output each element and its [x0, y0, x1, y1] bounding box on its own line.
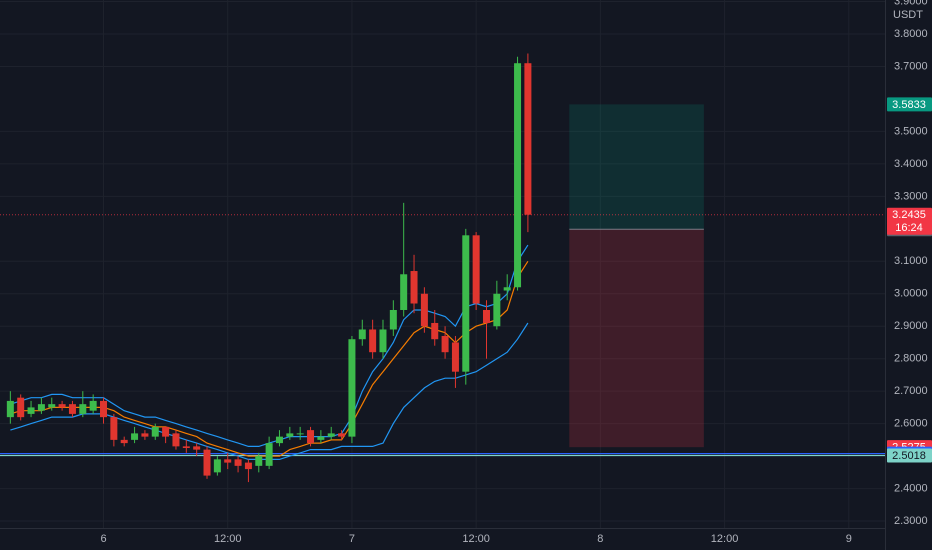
candle-body — [6, 400, 14, 418]
candle-body — [58, 404, 66, 408]
candle-body — [234, 459, 242, 466]
candle-body — [275, 436, 283, 444]
candle-body — [410, 271, 418, 304]
candle-body — [358, 329, 366, 340]
y-tick-label: 3.0000 — [894, 288, 928, 300]
candle-body — [17, 397, 25, 418]
countdown-label: 16:24 — [895, 222, 923, 234]
candle-body — [100, 400, 108, 418]
candle-body — [265, 443, 273, 466]
y-tick-label: 2.4000 — [894, 482, 928, 494]
y-tick-label: 2.6000 — [894, 418, 928, 430]
candle-body — [389, 309, 397, 330]
candle-body — [286, 433, 294, 437]
position-profit-zone — [569, 104, 704, 230]
candle-body — [431, 322, 439, 340]
candle-body — [317, 436, 325, 440]
y-tick-label: 3.9000 — [894, 0, 928, 7]
candle-body — [110, 417, 118, 440]
candle-body — [224, 459, 232, 463]
candle-body — [524, 63, 532, 215]
candle-body — [400, 274, 408, 310]
x-tick-label: 6 — [100, 533, 106, 545]
y-tick-label: 3.7000 — [894, 60, 928, 72]
candle-body — [193, 446, 201, 450]
last-price-badge — [887, 207, 932, 235]
candle-body — [379, 329, 387, 353]
y-tick-label: 2.3000 — [894, 515, 928, 527]
currency-label: USDT — [893, 9, 923, 21]
candle-body — [514, 63, 522, 288]
candle-body — [503, 287, 511, 291]
candle-body — [296, 433, 304, 435]
candle-body — [348, 339, 356, 437]
candle-body — [151, 426, 159, 437]
candle-body — [120, 439, 128, 444]
candle-body — [162, 426, 170, 437]
last-price-label: 3.2435 — [892, 209, 926, 221]
price-badge — [887, 448, 932, 463]
candle-body — [420, 293, 428, 327]
candle-body — [48, 404, 56, 408]
position-loss-zone — [569, 229, 704, 448]
price-badge-label: 3.5833 — [892, 99, 926, 111]
candle-body — [255, 456, 263, 466]
candle-body — [472, 235, 480, 304]
candle-body — [27, 407, 35, 414]
candle-body — [369, 329, 377, 353]
candle-body — [203, 449, 211, 476]
candle-body — [141, 433, 149, 437]
candle-body — [68, 404, 76, 414]
candle-body — [79, 404, 87, 414]
candle-body — [493, 293, 501, 327]
candle-body — [441, 335, 449, 353]
x-tick-label: 12:00 — [214, 533, 242, 545]
x-tick-label: 7 — [349, 533, 355, 545]
candle-body — [131, 433, 139, 440]
candle-body — [182, 446, 190, 448]
x-tick-label: 12:00 — [711, 533, 739, 545]
price-badge-label: 2.5018 — [892, 450, 926, 462]
candle-body — [89, 400, 97, 411]
x-tick-label: 12:00 — [462, 533, 490, 545]
candle-body — [307, 430, 315, 444]
candle-body — [482, 309, 490, 323]
candle-body — [172, 433, 180, 447]
y-tick-label: 2.7000 — [894, 385, 928, 397]
y-tick-label: 3.4000 — [894, 158, 928, 170]
x-tick-label: 8 — [597, 533, 603, 545]
candle-body — [213, 459, 221, 473]
y-tick-label: 3.3000 — [894, 190, 928, 202]
candle-body — [338, 433, 346, 437]
y-tick-label: 3.1000 — [894, 255, 928, 267]
candle-body — [244, 462, 252, 470]
candle-body — [451, 342, 459, 372]
y-tick-label: 3.5000 — [894, 125, 928, 137]
x-tick-label: 9 — [846, 533, 852, 545]
y-tick-label: 3.8000 — [894, 28, 928, 40]
candle-body — [37, 404, 45, 411]
y-tick-label: 2.8000 — [894, 353, 928, 365]
y-tick-label: 2.9000 — [894, 320, 928, 332]
price-badge — [887, 97, 932, 112]
candle-body — [327, 433, 335, 437]
candle-body — [462, 235, 470, 372]
